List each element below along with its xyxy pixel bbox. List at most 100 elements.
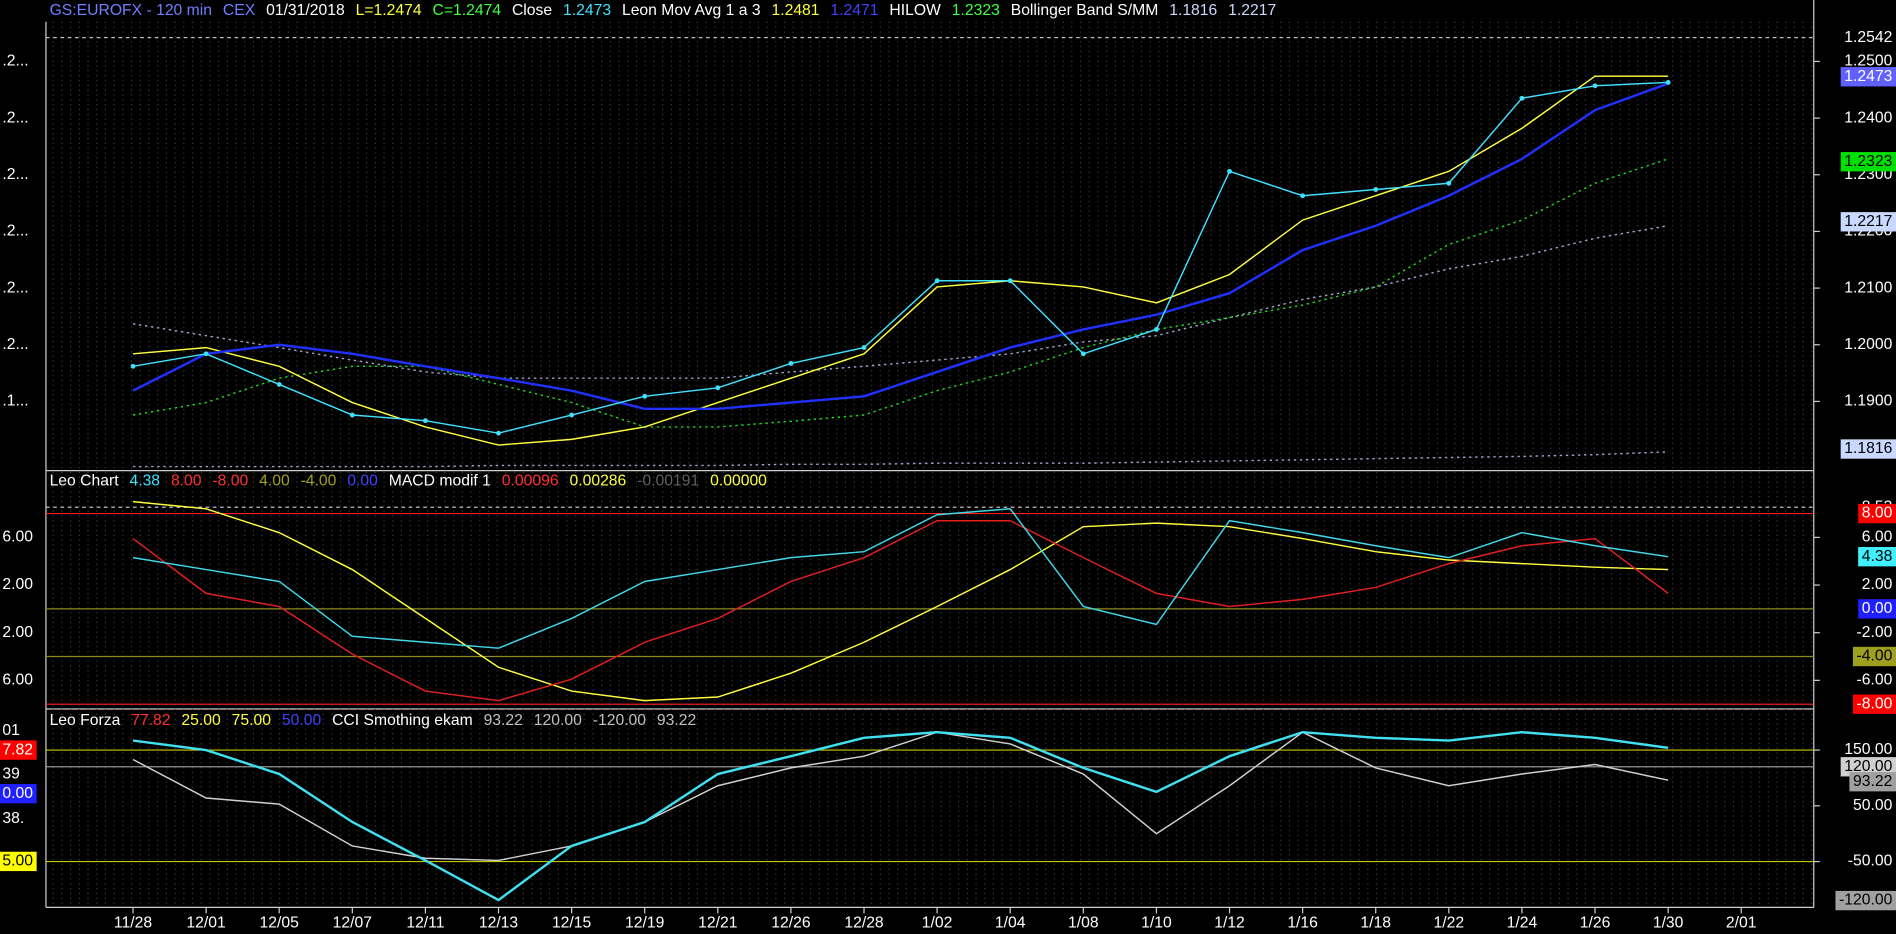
data-point: [276, 382, 282, 387]
legend-text: 1.2471: [830, 2, 878, 19]
left-tick-label: .1...: [2, 393, 28, 410]
data-point: [349, 412, 355, 418]
data-point: [861, 345, 867, 351]
left-tick-label: 2.00: [2, 624, 33, 641]
data-point: [1519, 95, 1525, 101]
legend-text: -4.00: [301, 473, 337, 490]
price-marker: -120.00: [1839, 892, 1893, 909]
y-tick-label: 1.2100: [1844, 279, 1892, 296]
x-tick-label: 1/12: [1214, 914, 1245, 931]
data-point: [422, 418, 428, 424]
y-tick-label: -2.00: [1857, 624, 1893, 641]
series-line: [132, 519, 1669, 702]
legend-text: 0.00000: [710, 473, 767, 490]
price-marker-box: [1840, 27, 1896, 48]
legend-text: 1.2217: [1228, 2, 1276, 19]
data-point: [496, 430, 501, 436]
legend-text: 93.22: [657, 712, 696, 729]
price-marker-box: [1858, 547, 1896, 567]
price-marker-box: [1840, 67, 1896, 87]
series-line: [132, 82, 1669, 410]
y-tick-label: 1.2500: [1844, 53, 1892, 70]
legend-text: CCI Smothing ekam: [332, 712, 473, 729]
y-tick-label: -50.00: [1848, 853, 1893, 870]
data-point: [1373, 187, 1379, 192]
price-marker-box: [1849, 772, 1896, 792]
x-tick-label: 12/15: [552, 914, 592, 931]
series-line: [133, 451, 1669, 468]
series-line: [132, 730, 1669, 902]
legend-text: HILOW: [889, 2, 941, 19]
legend-text: Leon Mov Avg 1 a 3: [622, 2, 761, 19]
legend-text: Leo Chart: [50, 473, 120, 490]
price-marker: 1.2542: [1844, 29, 1892, 46]
legend-text: -120.00: [593, 712, 647, 729]
legend-text: 0.00286: [569, 473, 626, 490]
left-label: 38.: [2, 810, 24, 827]
y-tick-label: 1.1900: [1844, 393, 1892, 410]
left-label: 5.00: [2, 853, 33, 870]
legend-text: 1.2473: [563, 2, 611, 19]
legend-text: 4.00: [259, 473, 290, 490]
price-marker: -8.00: [1857, 695, 1893, 712]
left-label-box: [0, 764, 24, 784]
price-marker-box: [1835, 890, 1896, 911]
legend-text: 25.00: [181, 712, 221, 729]
legend-text: 75.00: [232, 712, 272, 729]
price-marker: 0.00: [1862, 600, 1893, 617]
left-tick-label: 2.00: [2, 576, 33, 593]
legend-text: -8.00: [212, 473, 248, 490]
price-marker-box: [1852, 646, 1896, 667]
y-tick-label: 150.00: [1844, 741, 1892, 758]
price-marker: 1.1816: [1844, 440, 1892, 457]
price-marker-box: [1840, 152, 1896, 172]
data-point: [1300, 193, 1306, 199]
legend-text: 0.00096: [502, 473, 559, 490]
data-point: [1154, 327, 1159, 332]
data-point: [1665, 79, 1671, 85]
left-label-box: [0, 809, 28, 829]
series-line: [132, 158, 1669, 428]
x-tick-label: 1/10: [1141, 914, 1172, 931]
data-point: [1227, 168, 1232, 174]
data-point: [1007, 278, 1013, 284]
legend-text: 120.00: [534, 712, 582, 729]
x-tick-label: 1/24: [1507, 914, 1538, 931]
x-tick-label: 1/22: [1434, 914, 1465, 931]
price-marker: 1.2217: [1844, 213, 1892, 230]
data-point: [788, 361, 794, 366]
x-tick-label: 11/28: [114, 914, 152, 931]
data-point: [642, 393, 648, 399]
price-marker: 120.00: [1844, 758, 1892, 775]
legend-text: 1.2481: [771, 2, 819, 19]
y-tick-label: 6.00: [1862, 529, 1893, 546]
left-tick-label: .2...: [2, 279, 28, 296]
legend-text: GS:EUROFX - 120 min: [50, 2, 212, 19]
x-tick-label: 12/01: [186, 914, 225, 931]
data-point: [715, 385, 721, 391]
left-label-box: [0, 740, 37, 760]
price-marker: 1.2323: [1844, 153, 1892, 170]
price-marker-box: [1852, 694, 1896, 714]
y-tick-label: 1.2400: [1844, 109, 1892, 126]
price-marker-box: [1840, 439, 1896, 459]
x-tick-label: 1/16: [1287, 914, 1318, 931]
x-tick-label: 1/18: [1360, 914, 1391, 931]
y-tick-label: 50.00: [1853, 797, 1893, 814]
left-tick-label: .2...: [2, 53, 28, 70]
legend-text: 1.1816: [1169, 2, 1217, 19]
left-label: 39: [2, 765, 19, 782]
legend-text: 8.00: [171, 473, 202, 490]
left-label-box: [0, 783, 37, 804]
y-tick-label: 1.2000: [1844, 336, 1892, 353]
legend-text: 1.2323: [952, 2, 1000, 19]
x-tick-label: 1/02: [922, 914, 953, 931]
legend-text: 50.00: [282, 712, 322, 729]
left-tick-label: .2...: [2, 109, 28, 126]
series-line: [132, 508, 1669, 649]
x-tick-label: 1/30: [1653, 914, 1684, 931]
x-tick-label: 12/11: [406, 914, 444, 931]
legend-text: Close: [512, 2, 552, 19]
x-tick-label: 12/28: [844, 914, 884, 931]
